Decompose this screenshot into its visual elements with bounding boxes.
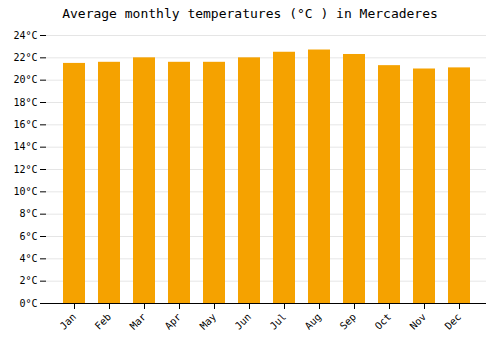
svg-text:2°C: 2°C — [19, 275, 37, 286]
svg-text:Sep: Sep — [338, 311, 359, 332]
svg-text:8°C: 8°C — [19, 208, 37, 219]
svg-text:10°C: 10°C — [13, 186, 37, 197]
svg-text:May: May — [198, 311, 219, 332]
svg-text:22°C: 22°C — [13, 52, 37, 63]
svg-text:Feb: Feb — [93, 311, 114, 332]
svg-text:18°C: 18°C — [13, 97, 37, 108]
svg-text:Jan: Jan — [58, 311, 79, 332]
svg-text:16°C: 16°C — [13, 119, 37, 130]
svg-text:Mar: Mar — [128, 311, 149, 332]
svg-text:12°C: 12°C — [13, 164, 37, 175]
html-text:Average monthly temperatures (: Average monthly temperatures (°C ) in Me… — [62, 6, 438, 21]
svg-text:14°C: 14°C — [13, 141, 37, 152]
svg-text:Apr: Apr — [163, 311, 184, 332]
svg-text:24°C: 24°C — [13, 30, 37, 41]
svg-text:Nov: Nov — [408, 311, 429, 332]
svg-text:Oct: Oct — [373, 311, 394, 332]
svg-text:0°C: 0°C — [19, 298, 37, 309]
svg-text:Dec: Dec — [443, 311, 464, 332]
svg-text:Jun: Jun — [233, 311, 254, 332]
svg-text:Aug: Aug — [303, 311, 324, 332]
svg-text:Jul: Jul — [268, 311, 289, 332]
svg-text:4°C: 4°C — [19, 253, 37, 264]
svg-text:6°C: 6°C — [19, 231, 37, 242]
svg-text:20°C: 20°C — [13, 74, 37, 85]
